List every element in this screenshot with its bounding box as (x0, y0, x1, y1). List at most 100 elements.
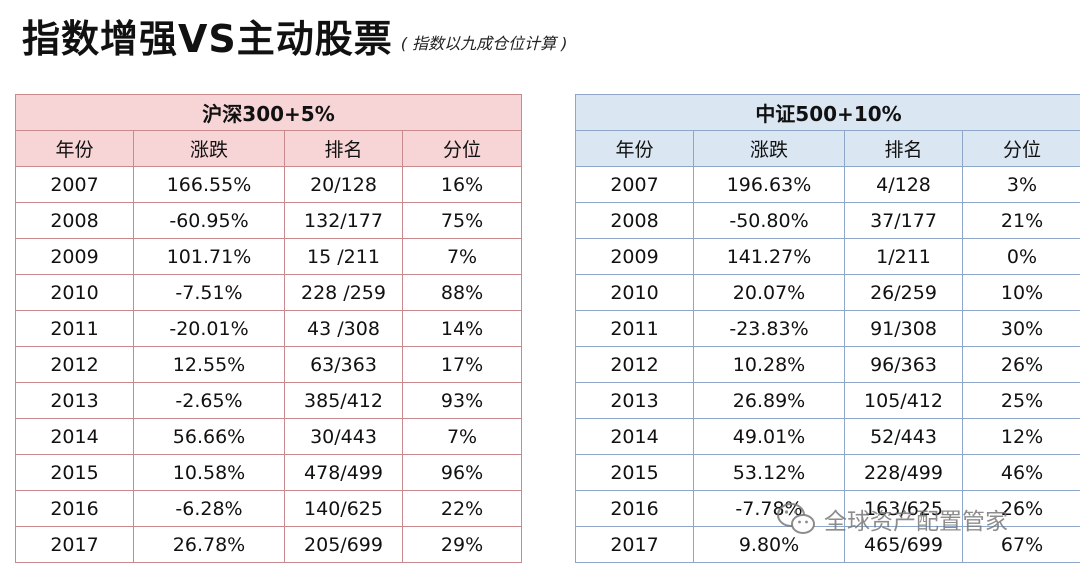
table-row: 2012 12.55% 63/363 17% (15, 346, 523, 383)
year-cell: 2017 (575, 526, 694, 563)
rank-cell: 63/363 (284, 346, 403, 383)
change-cell: 141.27% (693, 238, 845, 275)
percentile-cell: 96% (401, 454, 523, 491)
hs300-table: 沪深300+5% 年份 涨跌 排名 分位 2007 166.55% 20/128 16… (14, 94, 523, 563)
percentile-cell: 7% (401, 238, 523, 275)
table-row: 2012 10.28% 96/363 26% (575, 346, 1080, 383)
table-row: 2009 141.27% 1/211 0% (575, 238, 1080, 275)
hs300-table-title: 沪深300+5% (14, 94, 523, 131)
change-cell: -23.83% (693, 310, 845, 347)
table-row: 2017 26.78% 205/699 29% (15, 526, 523, 563)
change-cell: -7.51% (133, 274, 285, 311)
year-cell: 2009 (575, 238, 694, 275)
column-header-rank: 排名 (844, 130, 963, 167)
percentile-cell: 75% (401, 202, 523, 239)
table-row: 2009 101.71% 15 /211 7% (15, 238, 523, 275)
table-row: 2008 -50.80% 37/177 21% (575, 202, 1080, 239)
percentile-cell: 88% (401, 274, 523, 311)
table-row: 2013 26.89% 105/412 25% (575, 382, 1080, 419)
rank-cell: 37/177 (844, 202, 963, 239)
change-cell: -50.80% (693, 202, 845, 239)
change-cell: 101.71% (133, 238, 285, 275)
percentile-cell: 93% (401, 382, 523, 419)
csi500-table-title: 中证500+10% (574, 94, 1080, 131)
year-cell: 2015 (15, 454, 134, 491)
percentile-cell: 67% (961, 526, 1080, 563)
year-cell: 2014 (575, 418, 694, 455)
rank-cell: 205/699 (284, 526, 403, 563)
year-cell: 2011 (15, 310, 134, 347)
rank-cell: 105/412 (844, 382, 963, 419)
change-cell: 49.01% (693, 418, 845, 455)
table-row: 2015 10.58% 478/499 96% (15, 454, 523, 491)
year-cell: 2010 (575, 274, 694, 311)
percentile-cell: 21% (961, 202, 1080, 239)
rank-cell: 91/308 (844, 310, 963, 347)
rank-cell: 228 /259 (284, 274, 403, 311)
percentile-cell: 16% (401, 166, 523, 203)
wechat-icon (777, 503, 815, 534)
percentile-cell: 7% (401, 418, 523, 455)
year-cell: 2008 (575, 202, 694, 239)
column-header-change: 涨跌 (133, 130, 285, 167)
rank-cell: 96/363 (844, 346, 963, 383)
rank-cell: 385/412 (284, 382, 403, 419)
percentile-cell: 10% (961, 274, 1080, 311)
title-row: 指数增强VS主动股票 ( 指数以九成仓位计算 ) (22, 16, 567, 62)
rank-cell: 43 /308 (284, 310, 403, 347)
table-row: 2010 20.07% 26/259 10% (575, 274, 1080, 311)
table-row: 2008 -60.95% 132/177 75% (15, 202, 523, 239)
percentile-cell: 26% (961, 490, 1080, 527)
change-cell: 166.55% (133, 166, 285, 203)
page-subtitle: ( 指数以九成仓位计算 ) (400, 34, 568, 53)
hs300-table-body: 2007 166.55% 20/128 16% 2008 -60.95% 132/177 75… (15, 166, 523, 563)
csi500-table-body: 2007 196.63% 4/128 3% 2008 -50.80% 37/177 21% 20… (575, 166, 1080, 563)
rank-cell: 26/259 (844, 274, 963, 311)
year-cell: 2013 (15, 382, 134, 419)
percentile-cell: 22% (401, 490, 523, 527)
change-cell: 9.80% (693, 526, 845, 563)
percentile-cell: 17% (401, 346, 523, 383)
percentile-cell: 14% (401, 310, 523, 347)
page-title: 指数增强VS主动股票 (22, 17, 393, 61)
rank-cell: 20/128 (284, 166, 403, 203)
year-cell: 2012 (575, 346, 694, 383)
percentile-cell: 46% (961, 454, 1080, 491)
table-row: 2011 -20.01% 43 /308 14% (15, 310, 523, 347)
table-row: 2015 53.12% 228/499 46% (575, 454, 1080, 491)
change-cell: -7.78% (693, 490, 845, 527)
table-row: 2011 -23.83% 91/308 30% (575, 310, 1080, 347)
percentile-cell: 0% (961, 238, 1080, 275)
column-header-change: 涨跌 (693, 130, 845, 167)
percentile-cell: 12% (961, 418, 1080, 455)
year-cell: 2013 (575, 382, 694, 419)
year-cell: 2007 (15, 166, 134, 203)
column-header-rank: 排名 (284, 130, 403, 167)
table-row: 2017 9.80% 465/699 67% (575, 526, 1080, 563)
change-cell: -2.65% (133, 382, 285, 419)
change-cell: 56.66% (133, 418, 285, 455)
table-row: 2014 56.66% 30/443 7% (15, 418, 523, 455)
watermark-text: 全球资产配置管家 (824, 509, 1008, 535)
column-header-year: 年份 (575, 130, 694, 167)
percentile-cell: 30% (961, 310, 1080, 347)
watermark: 全球资产配置管家 (776, 501, 1008, 537)
table-row: 2016 -6.28% 140/625 22% (15, 490, 523, 527)
column-header-year: 年份 (15, 130, 134, 167)
year-cell: 2010 (15, 274, 134, 311)
year-cell: 2017 (15, 526, 134, 563)
change-cell: 10.28% (693, 346, 845, 383)
column-header-percentile: 分位 (401, 130, 523, 167)
rank-cell: 4/128 (844, 166, 963, 203)
percentile-cell: 26% (961, 346, 1080, 383)
rank-cell: 465/699 (844, 526, 963, 563)
rank-cell: 15 /211 (284, 238, 403, 275)
year-cell: 2016 (15, 490, 134, 527)
csi500-table: 中证500+10% 年份 涨跌 排名 分位 2007 196.63% 4/128 3%… (574, 94, 1080, 563)
year-cell: 2008 (15, 202, 134, 239)
column-header-percentile: 分位 (961, 130, 1080, 167)
rank-cell: 30/443 (284, 418, 403, 455)
change-cell: 26.89% (693, 382, 845, 419)
table-row: 2007 166.55% 20/128 16% (15, 166, 523, 203)
change-cell: 53.12% (693, 454, 845, 491)
